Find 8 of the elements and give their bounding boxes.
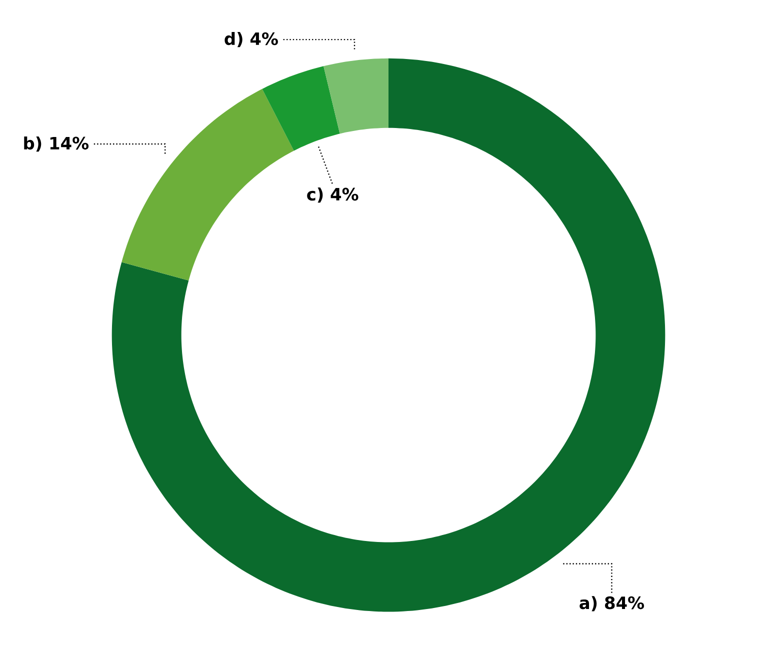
slice-label: c) — [307, 187, 323, 203]
data-label: 84% — [605, 596, 644, 610]
slice-label: d) — [224, 32, 242, 48]
slice-label: b) — [24, 136, 42, 152]
data-label: 14% — [50, 136, 89, 150]
data-label: 4% — [250, 32, 278, 46]
slice-label: a) — [580, 596, 597, 612]
data-label: 4% — [330, 188, 358, 201]
